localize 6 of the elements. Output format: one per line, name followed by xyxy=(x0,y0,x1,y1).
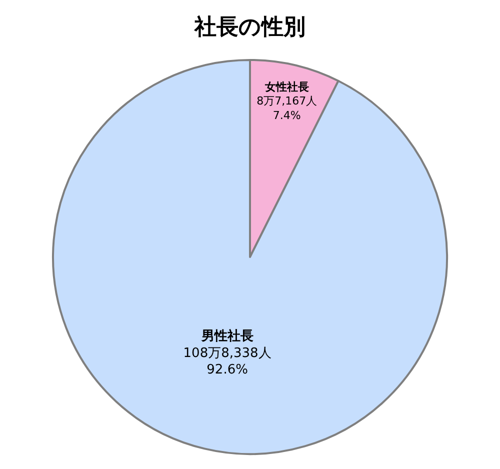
pie-slice xyxy=(52,59,448,455)
data-label: 8万7,167人 7.4% xyxy=(256,94,318,122)
slice-label: 男性社長 xyxy=(200,328,254,344)
slice-label: 女性社長 xyxy=(264,80,309,94)
data-label: 108万8,338人 92.6% xyxy=(183,346,272,378)
chart-title: 社長の性別 xyxy=(194,15,306,40)
